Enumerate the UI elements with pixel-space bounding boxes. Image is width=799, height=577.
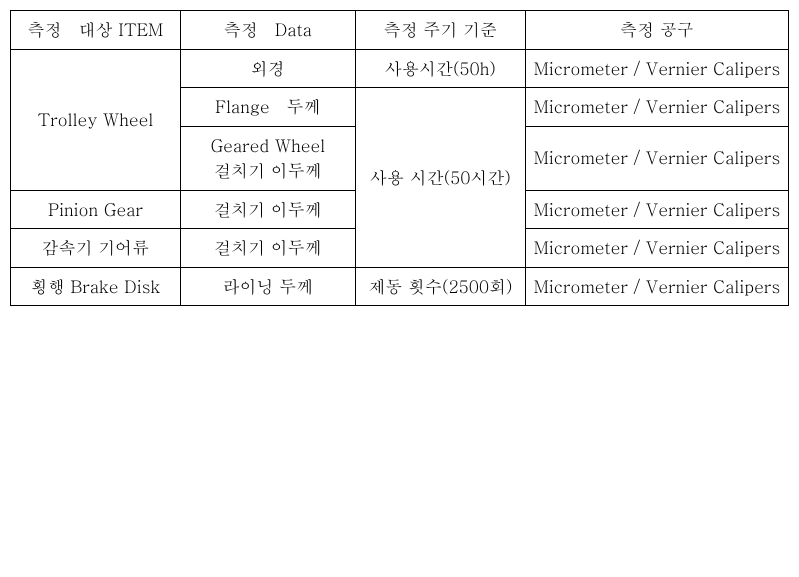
cell-data-r3: Geared Wheel걸치기 이두께: [180, 126, 355, 190]
cell-cycle-r6: 제동 횟수(2500회): [355, 267, 525, 306]
cell-data-r6: 라이닝 두께: [180, 267, 355, 306]
header-data: 측정 Data: [180, 11, 355, 50]
cell-tool-r2: Micrometer / Vernier Calipers: [525, 88, 788, 127]
cell-cycle-r1: 사용시간(50h): [355, 49, 525, 88]
table-row: 횡행 Brake Disk 라이닝 두께 제동 횟수(2500회) Microm…: [11, 267, 789, 306]
header-tool: 측정 공구: [525, 11, 788, 50]
header-cycle: 측정 주기 기준: [355, 11, 525, 50]
cell-tool-r6: Micrometer / Vernier Calipers: [525, 267, 788, 306]
cell-item-brake: 횡행 Brake Disk: [11, 267, 181, 306]
cell-tool-r4: Micrometer / Vernier Calipers: [525, 190, 788, 229]
cell-item-pinion: Pinion Gear: [11, 190, 181, 229]
cell-tool-r3: Micrometer / Vernier Calipers: [525, 126, 788, 190]
table-header-row: 측정 대상 ITEM 측정 Data 측정 주기 기준 측정 공구: [11, 11, 789, 50]
cell-data-r5: 걸치기 이두께: [180, 229, 355, 268]
table-row: Trolley Wheel 외경 사용시간(50h) Micrometer / …: [11, 49, 789, 88]
cell-data-r1: 외경: [180, 49, 355, 88]
cell-data-r4: 걸치기 이두께: [180, 190, 355, 229]
cell-item-reducer: 감속기 기어류: [11, 229, 181, 268]
header-item: 측정 대상 ITEM: [11, 11, 181, 50]
cell-tool-r1: Micrometer / Vernier Calipers: [525, 49, 788, 88]
cell-data-r2: Flange 두께: [180, 88, 355, 127]
cell-tool-r5: Micrometer / Vernier Calipers: [525, 229, 788, 268]
measurement-table: 측정 대상 ITEM 측정 Data 측정 주기 기준 측정 공구 Trolle…: [10, 10, 789, 306]
cell-item-trolley: Trolley Wheel: [11, 49, 181, 190]
cell-cycle-merged: 사용 시간(50시간): [355, 88, 525, 268]
